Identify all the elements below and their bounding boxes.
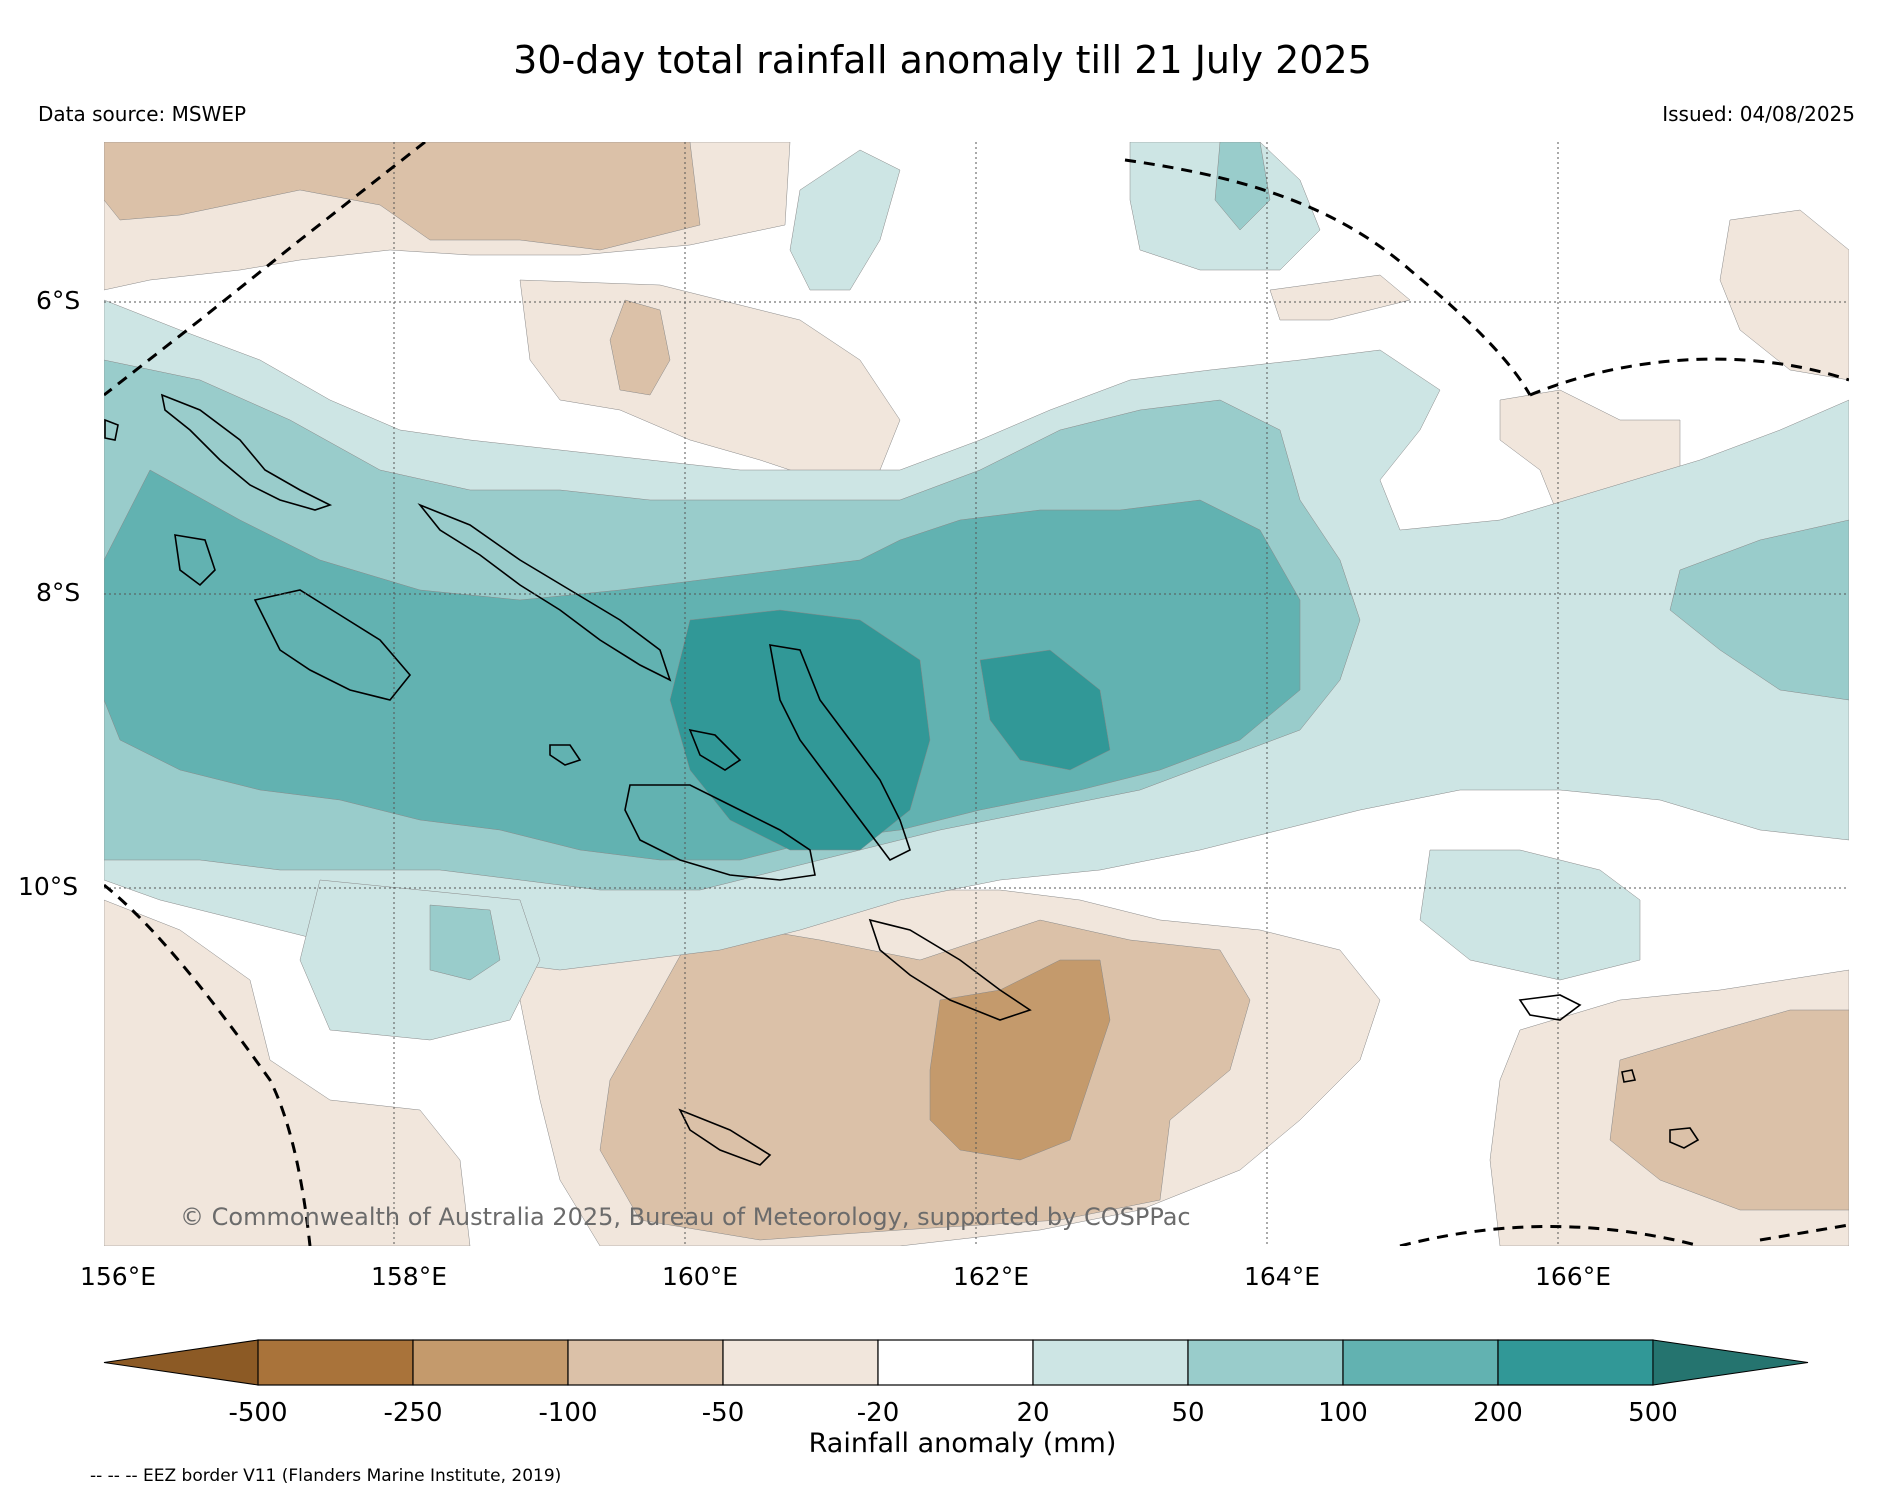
dry-region-southeast-core	[1609, 1009, 1849, 1211]
issued-date: Issued: 04/08/2025	[1662, 102, 1855, 126]
colorbar-tick-label: -100	[538, 1398, 598, 1428]
island-tikopia	[1621, 1069, 1637, 1083]
eez-borders	[104, 142, 1849, 1246]
colorbar-segment	[257, 1339, 414, 1386]
island-makira	[868, 918, 1032, 1021]
wet-region-southeast	[1419, 849, 1641, 981]
lon-label-164e: 164°E	[1243, 1262, 1320, 1291]
colorbar-segment	[1342, 1339, 1499, 1386]
map-title: 30-day total rainfall anomaly till 21 Ju…	[513, 38, 1372, 82]
dry-region-north-central-core	[609, 299, 671, 396]
wet-band-core-east	[979, 649, 1111, 771]
wet-region-east	[1669, 519, 1849, 701]
colorbar-segment	[1187, 1339, 1344, 1386]
island-choiseul	[160, 393, 333, 511]
colorbar-segment	[412, 1339, 569, 1386]
colorbar-tick-label: 100	[1318, 1398, 1368, 1428]
island-santa-isabel	[417, 503, 672, 682]
colorbar-segment	[722, 1339, 879, 1386]
island-new-georgia	[253, 589, 412, 701]
colorbar-tick-label: -50	[701, 1398, 745, 1428]
colorbar-title: Rainfall anomaly (mm)	[808, 1428, 1117, 1459]
lon-label-158e: 158°E	[370, 1262, 447, 1291]
anomaly-field	[104, 142, 1849, 1246]
island-santa-cruz	[1518, 994, 1582, 1021]
lat-label-6s: 6°S	[36, 286, 81, 315]
wet-region-southwest	[299, 879, 541, 1041]
eez-legend-note: -- -- -- EEZ border V11 (Flanders Marine…	[90, 1466, 562, 1486]
lon-label-166e: 166°E	[1534, 1262, 1611, 1291]
coastlines	[104, 393, 1700, 1166]
colorbar-segment	[567, 1339, 724, 1386]
wet-region-north-core	[1214, 142, 1271, 231]
island-malaita	[769, 644, 911, 862]
data-source: Data source: MSWEP	[38, 102, 247, 126]
lat-label-8s: 8°S	[36, 578, 81, 607]
copyright-notice: © Commonwealth of Australia 2025, Bureau…	[180, 1203, 1191, 1231]
lat-label-10s: 10°S	[18, 872, 79, 901]
dry-region-southwest	[104, 899, 471, 1246]
colorbar-extend-high	[1652, 1339, 1809, 1386]
island-vanikoro	[1669, 1127, 1700, 1149]
colorbar-tick-label: 20	[1016, 1398, 1050, 1428]
island-rennell	[678, 1108, 772, 1166]
dry-region-south-core	[599, 919, 1251, 1241]
colorbar-segment	[877, 1339, 1034, 1386]
colorbar-tick-label: -20	[856, 1398, 900, 1428]
wet-region-north-west	[789, 149, 901, 291]
colorbar-tick-label: 500	[1628, 1398, 1678, 1428]
colorbar-tick-label: 50	[1171, 1398, 1205, 1428]
map-gridlines	[104, 142, 1849, 1246]
dry-region-east-top	[1719, 209, 1849, 381]
dry-region-north-core	[104, 142, 701, 251]
island-small-west	[104, 418, 119, 441]
colorbar-tick-label: -500	[228, 1398, 288, 1428]
colorbar	[103, 1339, 1809, 1386]
colorbar-segment	[1032, 1339, 1189, 1386]
colorbar-segment	[1497, 1339, 1654, 1386]
colorbar-tick-label: 200	[1473, 1398, 1523, 1428]
island-russells	[549, 744, 582, 766]
island-florida	[688, 728, 742, 771]
dry-region-northeast	[1269, 274, 1411, 321]
island-vella-lavella	[174, 534, 216, 587]
wet-band-core-west	[669, 609, 931, 851]
lon-label-160e: 160°E	[661, 1262, 738, 1291]
island-guadalcanal	[624, 784, 816, 881]
colorbar-tick-label: -250	[383, 1398, 443, 1428]
lon-label-162e: 162°E	[952, 1262, 1029, 1291]
colorbar-extend-low	[103, 1339, 259, 1386]
wet-region-southwest-core	[429, 904, 501, 981]
lon-label-156e: 156°E	[79, 1262, 156, 1291]
